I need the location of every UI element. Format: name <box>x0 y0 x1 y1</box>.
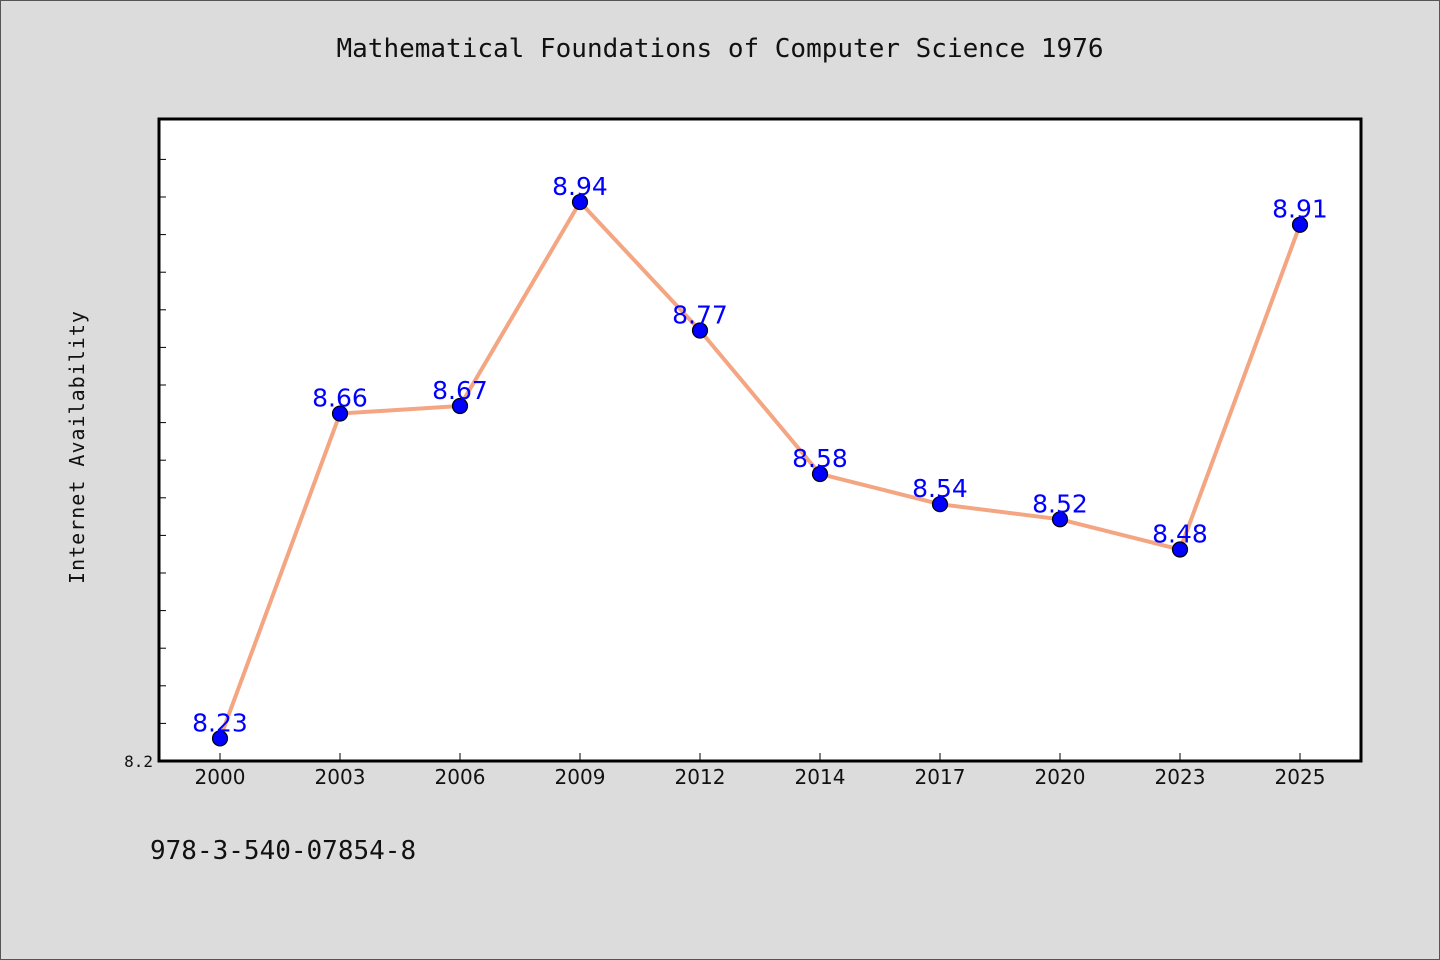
x-tick-label: 2014 <box>795 765 846 789</box>
data-label: 8.66 <box>312 384 368 413</box>
data-point <box>1291 216 1309 233</box>
data-point <box>931 496 949 513</box>
x-tick-label: 2003 <box>315 765 366 789</box>
data-label: 8.23 <box>192 708 248 737</box>
series-line <box>218 200 1302 740</box>
data-label: 8.67 <box>432 376 488 405</box>
isbn-text: 978-3-540-07854-8 <box>150 836 417 866</box>
data-label: 8.54 <box>912 474 968 503</box>
x-axis-ticks: 2000 2003 2006 2009 2012 2014 2017 2020 2023 2025 <box>195 753 1326 789</box>
data-point <box>811 465 829 483</box>
x-tick-label: 2006 <box>435 765 486 789</box>
data-label: 8.91 <box>1272 195 1328 224</box>
x-tick-label: 2000 <box>195 765 246 789</box>
data-point <box>571 193 589 211</box>
data-label: 8.58 <box>792 444 848 473</box>
x-tick-label: 2009 <box>555 765 606 789</box>
y-tick-label: 8.2 <box>124 752 153 771</box>
data-label: 8.94 <box>552 172 608 201</box>
data-point <box>1171 541 1189 558</box>
data-labels: 8.23 8.66 8.67 8.94 8.77 8.58 8.54 8.52 8.48 8.91 <box>192 172 1328 737</box>
data-label: 8.77 <box>672 300 728 329</box>
x-tick-label: 2020 <box>1035 765 1086 789</box>
y-axis-ticks: 8.2 <box>124 158 166 771</box>
data-label: 8.48 <box>1152 520 1208 549</box>
x-tick-label: 2017 <box>915 765 966 789</box>
data-point <box>451 397 469 415</box>
data-point <box>1051 511 1069 528</box>
plot-area <box>157 117 1363 763</box>
x-tick-label: 2012 <box>675 765 726 789</box>
data-point <box>211 730 229 747</box>
data-label: 8.52 <box>1032 489 1088 518</box>
data-point <box>691 322 709 339</box>
data-markers <box>211 193 1309 747</box>
x-tick-label: 2023 <box>1155 765 1206 789</box>
chart-title: Mathematical Foundations of Computer Sci… <box>336 34 1104 64</box>
data-point <box>331 405 349 422</box>
x-tick-label: 2025 <box>1275 765 1326 789</box>
